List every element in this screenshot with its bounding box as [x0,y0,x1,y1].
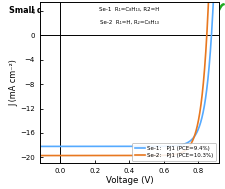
Se-2:   PJ1 (PCE=10.3%): (0.15, -19.7): PJ1 (PCE=10.3%): (0.15, -19.7) [84,154,87,157]
Text: + polymer acceptor: + polymer acceptor [119,6,208,15]
Se-1:   PJ1 (PCE=9.4%): (0.15, -18.2): PJ1 (PCE=9.4%): (0.15, -18.2) [84,145,87,148]
Se-1:   PJ1 (PCE=9.4%): (0.0658, -18.2): PJ1 (PCE=9.4%): (0.0658, -18.2) [70,145,73,148]
Text: Se-2  R₁=H, R₂=C₈H₁₃: Se-2 R₁=H, R₂=C₈H₁₃ [99,20,158,25]
Line: Se-2:   PJ1 (PCE=10.3%): Se-2: PJ1 (PCE=10.3%) [39,0,220,156]
X-axis label: Voltage (V): Voltage (V) [105,176,153,185]
Bar [94,4,115,18]
Se-2:   PJ1 (PCE=10.3%): (0.581, -19.7): PJ1 (PCE=10.3%): (0.581, -19.7) [159,154,161,156]
Se-1:   PJ1 (PCE=9.4%): (0.499, -18.2): PJ1 (PCE=9.4%): (0.499, -18.2) [144,145,147,148]
Se-2:   PJ1 (PCE=10.3%): (0.0658, -19.7): PJ1 (PCE=10.3%): (0.0658, -19.7) [70,154,73,157]
Se-2:   PJ1 (PCE=10.3%): (0.499, -19.7): PJ1 (PCE=10.3%): (0.499, -19.7) [144,154,147,157]
Text: Se-1  R₁=C₈H₁₃, R2=H: Se-1 R₁=C₈H₁₃, R2=H [99,7,159,12]
Legend: Se-1:   PJ1 (PCE=9.4%), Se-2:   PJ1 (PCE=10.3%): Se-1: PJ1 (PCE=9.4%), Se-2: PJ1 (PCE=10.… [131,143,216,161]
Y-axis label: J (mA cm⁻²): J (mA cm⁻²) [9,59,18,106]
Text: Se-1
Se-2: Se-1 Se-2 [113,83,123,92]
Se-1:   PJ1 (PCE=9.4%): (0.581, -18.2): PJ1 (PCE=9.4%): (0.581, -18.2) [159,145,161,147]
Se-1:   PJ1 (PCE=9.4%): (0.355, -18.2): PJ1 (PCE=9.4%): (0.355, -18.2) [120,145,122,148]
Se-1:   PJ1 (PCE=9.4%): (0.671, -18.1): PJ1 (PCE=9.4%): (0.671, -18.1) [174,145,177,147]
Se-2:   PJ1 (PCE=10.3%): (0.355, -19.7): PJ1 (PCE=10.3%): (0.355, -19.7) [120,154,122,157]
Line: Se-1:   PJ1 (PCE=9.4%): Se-1: PJ1 (PCE=9.4%) [39,0,220,146]
Se-2:   PJ1 (PCE=10.3%): (0.671, -19.5): PJ1 (PCE=10.3%): (0.671, -19.5) [174,153,177,155]
Text: Small donor: Small donor [9,6,63,15]
Se-2:   PJ1 (PCE=10.3%): (-0.12, -19.7): PJ1 (PCE=10.3%): (-0.12, -19.7) [38,154,41,157]
Se-1:   PJ1 (PCE=9.4%): (-0.12, -18.2): PJ1 (PCE=9.4%): (-0.12, -18.2) [38,145,41,148]
